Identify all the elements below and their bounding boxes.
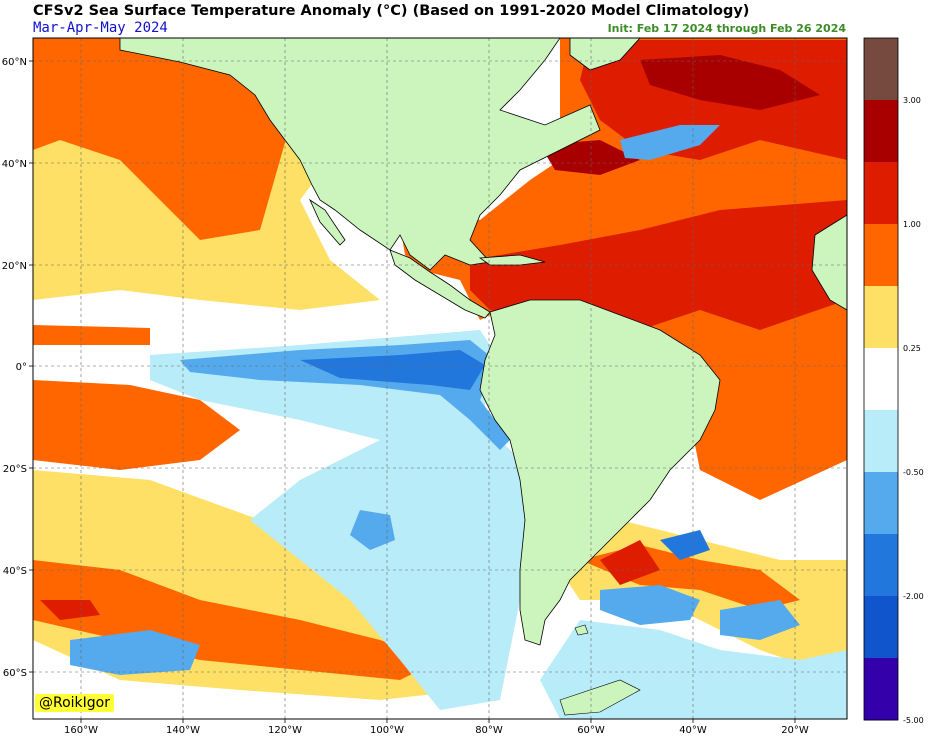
lat-label: 60°N <box>2 57 27 68</box>
anomaly-dark-red-south-pacific <box>40 600 100 620</box>
colorbar-segment <box>864 348 898 411</box>
season-subtitle: Mar-Apr-May 2024 <box>33 20 168 36</box>
anomaly-blue-north-atlantic <box>620 125 720 160</box>
land-central-america <box>389 249 491 319</box>
land-antarctic-peninsula <box>559 679 641 716</box>
anomaly-orange-southwest-pacific <box>33 560 440 680</box>
lon-label: 60°W <box>577 725 605 736</box>
lon-label: 160°W <box>64 725 98 736</box>
axis-ticks <box>29 60 796 723</box>
map-title: CFSv2 Sea Surface Temperature Anomaly (°… <box>33 3 750 19</box>
colorbar-segment <box>864 596 898 659</box>
anomaly-light-blue-equatorial-pacific <box>150 330 540 710</box>
colorbar-label: -5.00 <box>903 716 924 725</box>
colorbar-segment <box>864 534 898 597</box>
anomaly-orange-equatorial-strip <box>33 325 150 345</box>
land-west-africa <box>811 214 847 311</box>
anomaly-blue-far-south-pacific <box>70 630 200 675</box>
colorbar-segment <box>864 100 898 163</box>
land-greenland <box>569 38 641 71</box>
lat-label: 20°N <box>2 261 27 272</box>
author-watermark: @RoikIgor <box>35 694 114 712</box>
lon-label: 140°W <box>166 725 200 736</box>
anomaly-dark-red-gulf-stream <box>540 140 640 175</box>
land-falklands <box>574 624 589 636</box>
lon-label: 20°W <box>781 725 809 736</box>
land-cuba <box>478 254 546 266</box>
lat-label: 20°S <box>3 464 27 475</box>
colorbar-label: 3.00 <box>903 96 921 105</box>
colorbar-segment <box>864 286 898 349</box>
anomaly-blue-south-atlantic-east <box>720 600 800 640</box>
colorbar-segment <box>864 224 898 287</box>
colorbar-label: -2.00 <box>903 592 924 601</box>
anomaly-blue-south-atlantic <box>600 585 700 625</box>
lon-label: 120°W <box>268 725 302 736</box>
init-date-range: Init: Feb 17 2024 through Feb 26 2024 <box>607 22 846 35</box>
colorbar <box>864 38 898 721</box>
colorbar-segment <box>864 410 898 473</box>
colorbar-label: 0.25 <box>903 344 921 353</box>
lat-label: 0° <box>16 362 27 373</box>
anomaly-blue-southeast-pacific <box>350 510 395 550</box>
colorbar-segment <box>864 658 898 721</box>
lon-label: 40°W <box>679 725 707 736</box>
land-south-america <box>479 299 721 646</box>
lat-label: 40°S <box>3 566 27 577</box>
colorbar-label: 1.00 <box>903 220 921 229</box>
lat-label: 40°N <box>2 159 27 170</box>
lat-label: 60°S <box>3 668 27 679</box>
lon-label: 80°W <box>475 725 503 736</box>
anomaly-orange-south-pacific-band <box>33 380 240 470</box>
colorbar-label: -0.50 <box>903 468 924 477</box>
lon-label: 100°W <box>370 725 404 736</box>
colorbar-segment <box>864 472 898 535</box>
colorbar-segment <box>864 38 898 101</box>
anomaly-orange-northeast-pacific <box>33 38 300 240</box>
land-baja-california <box>309 198 346 246</box>
anomaly-dark-red-labrador <box>640 55 820 110</box>
map-frame <box>32 37 848 720</box>
colorbar-frame <box>863 37 899 721</box>
map-gridlines <box>33 38 847 719</box>
colorbar-segment <box>864 162 898 225</box>
land-north-america <box>119 38 601 271</box>
anomaly-red-rio-de-la-plata <box>600 540 660 585</box>
anomaly-field <box>33 38 847 719</box>
anomaly-blue-argentine-shelf <box>660 530 710 560</box>
anomaly-blue-cold-tongue-core <box>300 350 485 390</box>
